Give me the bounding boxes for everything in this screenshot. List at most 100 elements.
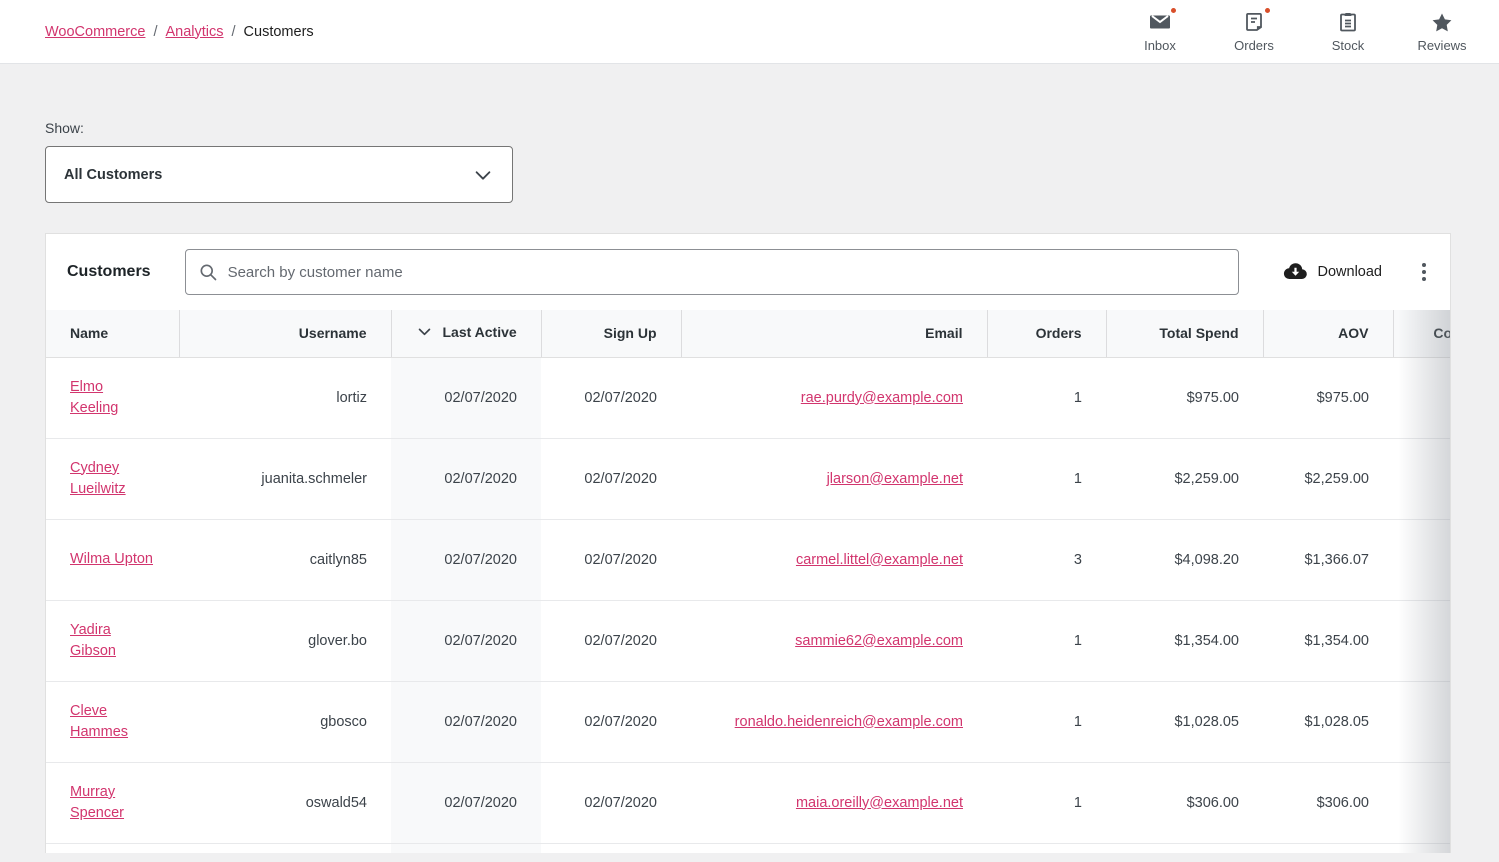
download-button-label: Download (1318, 264, 1383, 280)
column-header-orders[interactable]: Orders (987, 310, 1106, 357)
username-cell: oswald54 (179, 762, 391, 843)
aov-cell: $306.00 (1263, 762, 1393, 843)
country-cell (1393, 681, 1450, 762)
breadcrumb-link-analytics[interactable]: Analytics (165, 24, 223, 40)
column-header-country[interactable]: Country (1393, 310, 1450, 357)
aov-cell: $2,259.00 (1263, 438, 1393, 519)
username-cell: lortiz (179, 357, 391, 438)
last-active-cell: 02/07/2020 (391, 519, 541, 600)
table-row: Murray Spencer oswald54 02/07/2020 02/07… (46, 762, 1450, 843)
table-row: Yadira Gibson glover.bo 02/07/2020 02/07… (46, 600, 1450, 681)
country-cell (1393, 357, 1450, 438)
activity-tab-label: Inbox (1144, 38, 1176, 53)
breadcrumb-link-woocommerce[interactable]: WooCommerce (45, 24, 145, 40)
aov-cell: $1,028.05 (1263, 681, 1393, 762)
breadcrumb-current-page: Customers (244, 24, 314, 40)
sign-up-cell: 02/07/2020 (541, 357, 681, 438)
orders-cell: 1 (987, 600, 1106, 681)
inbox-unread-badge (1169, 6, 1178, 15)
total-spend-cell: $1,354.00 (1106, 600, 1263, 681)
activity-tab-reviews[interactable]: Reviews (1395, 0, 1489, 53)
activity-tab-label: Stock (1332, 38, 1365, 53)
orders-cell: 1 (987, 762, 1106, 843)
sign-up-cell: 02/07/2020 (541, 438, 681, 519)
activity-panel: Inbox Orders Stock (1113, 0, 1489, 64)
table-options-kebab-menu[interactable] (1412, 255, 1436, 289)
reviews-icon (1429, 9, 1455, 35)
download-button[interactable]: Download (1275, 256, 1391, 288)
breadcrumb-separator: / (153, 24, 157, 40)
customer-name-link[interactable]: Cleve Hammes (70, 703, 128, 740)
aov-cell: $1,354.00 (1263, 600, 1393, 681)
sign-up-cell: 02/07/2020 (541, 600, 681, 681)
customer-name-link[interactable]: Cydney Lueilwitz (70, 460, 126, 497)
breadcrumb-separator: / (232, 24, 236, 40)
total-spend-cell: $1,028.05 (1106, 681, 1263, 762)
customer-email-link[interactable]: maia.oreilly@example.net (796, 795, 963, 811)
table-header-row: Name Username Last Active (46, 310, 1450, 357)
customer-email-link[interactable]: rae.purdy@example.com (801, 390, 963, 406)
customer-name-link[interactable]: Murray Spencer (70, 784, 124, 821)
customers-table-card: Customers Download (45, 233, 1451, 853)
column-header-aov[interactable]: AOV (1263, 310, 1393, 357)
column-header-total-spend[interactable]: Total Spend (1106, 310, 1263, 357)
table-row: Cleve Hammes gbosco 02/07/2020 02/07/202… (46, 681, 1450, 762)
customers-table: Name Username Last Active (46, 310, 1450, 853)
last-active-cell: 02/07/2020 (391, 762, 541, 843)
column-header-username[interactable]: Username (179, 310, 391, 357)
last-active-cell: 02/07/2020 (391, 438, 541, 519)
column-header-sign-up[interactable]: Sign Up (541, 310, 681, 357)
cloud-download-icon (1283, 262, 1308, 282)
activity-tab-stock[interactable]: Stock (1301, 0, 1395, 53)
breadcrumb: WooCommerce / Analytics / Customers (45, 24, 314, 40)
activity-tab-inbox[interactable]: Inbox (1113, 0, 1207, 53)
analytics-customers-page: Show: All Customers Customers (0, 120, 1499, 853)
sign-up-cell: 02/07/2020 (541, 762, 681, 843)
country-cell (1393, 438, 1450, 519)
sign-up-cell: 02/07/2020 (541, 681, 681, 762)
customer-name-link[interactable]: Elmo Keeling (70, 379, 118, 416)
total-spend-cell: $306.00 (1106, 762, 1263, 843)
orders-cell: 1 (987, 357, 1106, 438)
activity-tab-label: Orders (1234, 38, 1274, 53)
username-cell: juanita.schmeler (179, 438, 391, 519)
country-cell (1393, 600, 1450, 681)
stock-icon (1335, 9, 1361, 35)
inbox-icon (1147, 9, 1173, 35)
orders-cell: 3 (987, 519, 1106, 600)
country-cell (1393, 519, 1450, 600)
search-input[interactable] (185, 249, 1239, 295)
customer-email-link[interactable]: jlarson@example.net (827, 471, 963, 487)
username-cell: gbosco (179, 681, 391, 762)
customer-email-link[interactable]: sammie62@example.com (795, 633, 963, 649)
chevron-down-icon (472, 164, 494, 186)
customer-email-link[interactable]: ronaldo.heidenreich@example.com (735, 714, 963, 730)
show-filter-dropdown[interactable]: All Customers (45, 146, 513, 203)
sort-chevron-down-icon (416, 323, 433, 340)
sign-up-cell: 02/07/2020 (541, 519, 681, 600)
orders-cell: 1 (987, 681, 1106, 762)
table-row: Elmo Keeling lortiz 02/07/2020 02/07/202… (46, 357, 1450, 438)
orders-unread-badge (1263, 6, 1272, 15)
customer-search (185, 249, 1239, 295)
last-active-cell: 02/07/2020 (391, 681, 541, 762)
table-row: Wilma Upton caitlyn85 02/07/2020 02/07/2… (46, 519, 1450, 600)
column-header-last-active[interactable]: Last Active (391, 310, 541, 357)
column-header-name[interactable]: Name (46, 310, 179, 357)
activity-tab-label: Reviews (1417, 38, 1466, 53)
customers-table-scroll-area[interactable]: Name Username Last Active (46, 310, 1450, 853)
orders-icon (1241, 9, 1267, 35)
customer-name-link[interactable]: Wilma Upton (70, 551, 153, 567)
username-cell: caitlyn85 (179, 519, 391, 600)
activity-tab-orders[interactable]: Orders (1207, 0, 1301, 53)
top-bar: WooCommerce / Analytics / Customers Inbo… (0, 0, 1499, 64)
customer-email-link[interactable]: carmel.littel@example.net (796, 552, 963, 568)
aov-cell: $975.00 (1263, 357, 1393, 438)
total-spend-cell: $4,098.20 (1106, 519, 1263, 600)
orders-cell: 1 (987, 438, 1106, 519)
total-spend-cell: $2,259.00 (1106, 438, 1263, 519)
search-icon (198, 262, 218, 282)
customer-name-link[interactable]: Yadira Gibson (70, 622, 116, 659)
column-header-email[interactable]: Email (681, 310, 987, 357)
table-row-partial (46, 843, 1450, 853)
